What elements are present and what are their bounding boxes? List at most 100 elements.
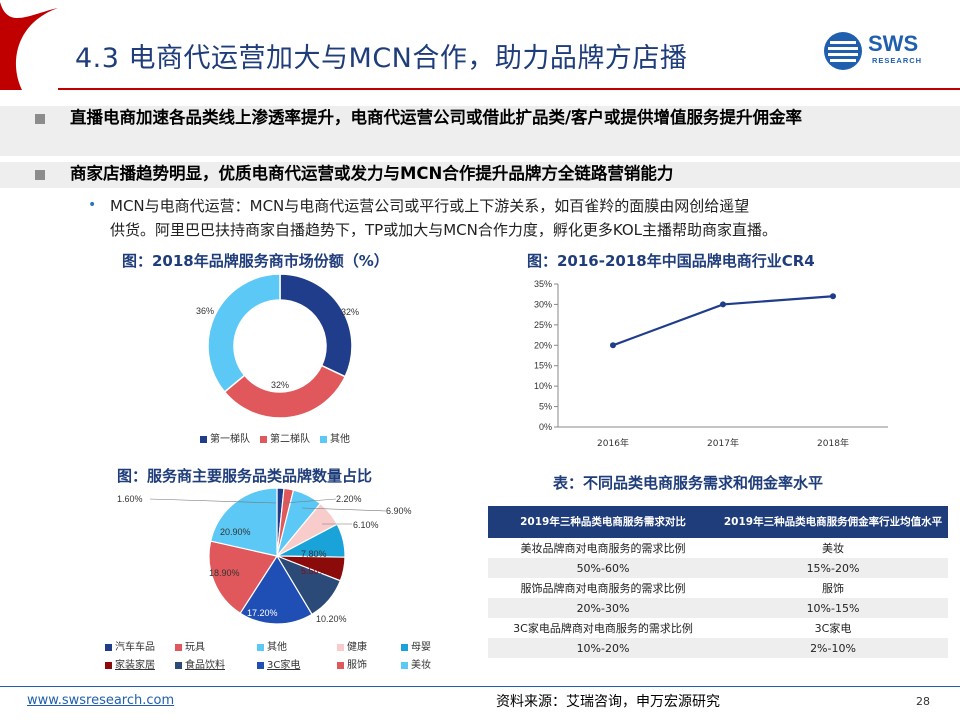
pie-slice-8 (208, 540, 278, 615)
table-cell: 10%-20% (488, 638, 718, 658)
legend-swatch (200, 435, 207, 443)
website-link[interactable]: www.swsresearch.com (27, 693, 175, 708)
footer-divider (0, 686, 960, 687)
chart2-caption: 图：2016-2018年中国品牌电商行业CR4 (527, 252, 815, 270)
table-row: 服饰品牌商对电商服务的需求比例 服饰 (488, 578, 948, 598)
sub-bullet-line-2: 供货。阿里巴巴扶持商家自播趋势下，TP或加大与MCN合作力度，孵化更多KOL主播… (110, 221, 778, 239)
pie-legend: 汽车车品 玩具 其他 健康 母婴家装家居 食品饮料 3C家电 服饰 美妆 (105, 638, 445, 674)
bullet-square-icon (35, 170, 45, 180)
pie-legend-item: 3C家电 (257, 656, 300, 671)
pie-slice-9 (209, 487, 278, 557)
legend-label: 3C家电 (267, 660, 301, 671)
y-tick-label: 30% (534, 299, 552, 309)
table-row: 10%-20% 2%-10% (488, 638, 948, 658)
table-header-row: 2019年三种品类电商服务需求对比 2019年三种品类电商服务佣金率行业均值水平 (488, 506, 948, 538)
donut-legend-first-tier: 第一梯队 (200, 430, 250, 445)
table-cell: 50%-60% (488, 558, 718, 578)
pie-legend-item: 家装家居 (105, 656, 155, 671)
table-row: 20%-30% 10%-15% (488, 598, 948, 618)
pie-legend-item: 玩具 (175, 638, 205, 653)
pie-label-toys: 2.20% (336, 494, 362, 504)
legend-label: 汽车车品 (115, 642, 155, 653)
bullet-row-2 (0, 162, 960, 188)
legend-swatch (401, 643, 408, 651)
legend-swatch (337, 643, 344, 651)
legend-label: 母婴 (411, 642, 431, 653)
y-tick-label: 20% (534, 340, 552, 350)
page-number: 28 (916, 695, 930, 708)
pie-legend-item: 汽车车品 (105, 638, 155, 653)
cr4-point (830, 293, 836, 300)
donut-legend-second-tier: 第二梯队 (260, 430, 310, 445)
legend-label: 第二梯队 (270, 434, 310, 445)
legend-swatch (401, 661, 408, 669)
donut-label-first-tier: 32% (341, 307, 360, 317)
legend-label: 其他 (330, 434, 350, 445)
header-divider (58, 88, 960, 90)
legend-label: 服饰 (347, 660, 367, 671)
table-cell: 3C家电 (814, 622, 852, 635)
chart3-caption: 图：服务商主要服务品类品牌数量占比 (117, 467, 373, 485)
pie-label-food: 10.20% (316, 614, 347, 624)
pie-label-home: 5.50% (301, 566, 327, 576)
table-cell: 2%-10% (718, 638, 948, 658)
table-cell: 15%-20% (718, 558, 948, 578)
legend-label: 美妆 (411, 660, 431, 671)
table-header-2: 2019年三种品类电商服务佣金率行业均值水平 (718, 506, 948, 538)
legend-swatch (105, 661, 112, 669)
sws-logo-icon (824, 32, 862, 70)
x-tick-label: 2016年 (597, 437, 629, 449)
cr4-point (720, 301, 726, 308)
pie-label-3c: 17.20% (247, 608, 278, 618)
source-note: 资料来源：艾瑞咨询，申万宏源研究 (496, 694, 720, 710)
pie-label-apparel: 18.90% (209, 568, 240, 578)
donut-label-second-tier: 32% (271, 380, 290, 390)
header-swoosh (0, 2, 58, 90)
logo-text: SWS (868, 31, 919, 56)
table-cell: 服饰品牌商对电商服务的需求比例 (520, 582, 686, 595)
y-tick-label: 5% (539, 402, 552, 412)
donut-legend-other: 其他 (320, 430, 350, 445)
bullet-row-1 (0, 106, 960, 156)
legend-swatch (257, 643, 264, 651)
legend-swatch (175, 661, 182, 669)
pie-legend-item: 母婴 (401, 638, 431, 653)
table-cell: 服饰 (822, 582, 844, 595)
pie-legend-item: 健康 (337, 638, 367, 653)
table-row: 美妆品牌商对电商服务的需求比例 美妆 (488, 538, 948, 558)
legend-label: 第一梯队 (210, 434, 250, 445)
table-caption: 表：不同品类电商服务需求和佣金率水平 (553, 474, 824, 492)
logo-subtext: RESEARCH (872, 56, 923, 65)
bullet-1-text: 直播电商加速各品类线上渗透率提升，电商代运营公司或借此扩品类/客户或提供增值服务… (70, 108, 803, 127)
x-tick-label: 2018年 (817, 437, 849, 449)
commission-table: 2019年三种品类电商服务需求对比 2019年三种品类电商服务佣金率行业均值水平… (488, 506, 948, 658)
table-header-1: 2019年三种品类电商服务需求对比 (488, 506, 718, 538)
pie-label-other: 6.90% (386, 506, 412, 516)
table-cell: 美妆 (822, 542, 844, 555)
donut-slice-2 (207, 274, 281, 393)
pie-legend-item: 食品饮料 (175, 656, 225, 671)
legend-label: 玩具 (185, 642, 205, 653)
table-row: 3C家电品牌商对电商服务的需求比例 3C家电 (488, 618, 948, 638)
legend-label: 健康 (347, 642, 367, 653)
category-pie-chart (208, 487, 346, 625)
table-cell: 3C家电品牌商对电商服务的需求比例 (513, 622, 693, 635)
sub-bullet-line-1: MCN与电商代运营：MCN与电商代运营公司或平行或上下游关系，如百雀羚的面膜由网… (110, 197, 750, 215)
table-row: 50%-60% 15%-20% (488, 558, 948, 578)
legend-label: 家装家居 (115, 660, 155, 671)
pie-legend-item: 服饰 (337, 656, 367, 671)
bullet-square-icon (35, 114, 45, 124)
x-tick-label: 2017年 (707, 437, 739, 449)
legend-swatch (337, 661, 344, 669)
y-tick-label: 35% (534, 279, 552, 289)
table-cell: 20%-30% (488, 598, 718, 618)
pie-label-maternity: 7.80% (301, 549, 327, 559)
sub-bullet-dot-icon: • (88, 197, 97, 213)
legend-swatch (260, 435, 267, 443)
pie-legend-item: 其他 (257, 638, 287, 653)
legend-swatch (175, 643, 182, 651)
bullet-2-text: 商家店播趋势明显，优质电商代运营或发力与MCN合作提升品牌方全链路营销能力 (70, 164, 674, 183)
pie-label-beauty: 20.90% (220, 527, 251, 537)
legend-label: 其他 (267, 642, 287, 653)
legend-swatch (257, 661, 264, 669)
